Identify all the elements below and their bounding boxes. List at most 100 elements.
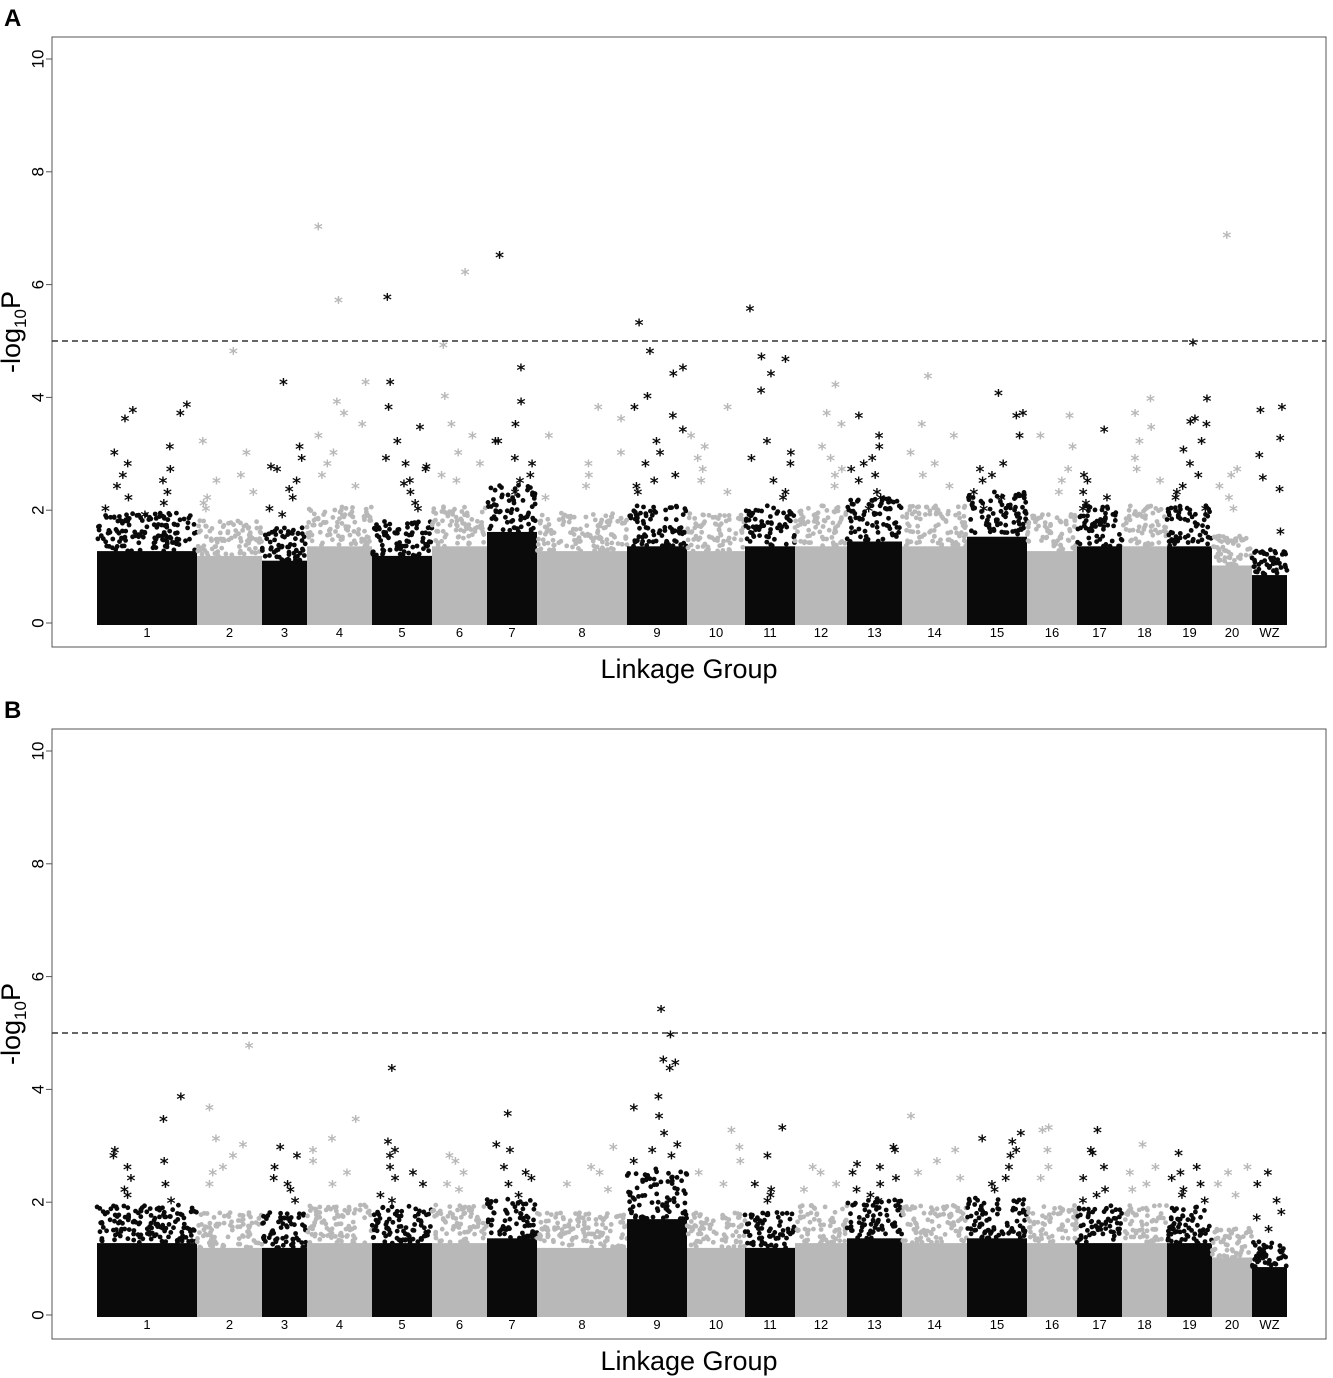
snp-point [387, 547, 393, 553]
snp-point: * [454, 1183, 463, 1203]
snp-point [337, 516, 342, 521]
snp-point [669, 505, 674, 510]
snp-point: * [595, 1166, 604, 1186]
snp-point [736, 1233, 742, 1239]
snp-point [1021, 1197, 1027, 1202]
snp-point [894, 498, 900, 504]
snp-point [774, 511, 780, 516]
snp-point [912, 1205, 918, 1211]
snp-point: * [587, 1160, 596, 1180]
snp-point: * [875, 1160, 884, 1180]
snp-point [1210, 1240, 1216, 1246]
snp-point [280, 1242, 286, 1248]
snp-point [698, 1239, 703, 1245]
y-tick-label: 4 [29, 1085, 48, 1094]
snp-point [1017, 1235, 1023, 1241]
snp-point: * [500, 1160, 509, 1180]
snp-point [514, 507, 520, 512]
snp-point [377, 1216, 383, 1221]
snp-point: * [1229, 502, 1238, 522]
snp-point [726, 1245, 732, 1251]
snp-point [1116, 1230, 1122, 1235]
snp-point [991, 526, 997, 532]
snp-point: * [1224, 491, 1233, 511]
snp-point [589, 1239, 594, 1245]
snp-point [730, 1222, 736, 1228]
snp-point: * [837, 418, 846, 438]
snp-point: * [288, 491, 297, 511]
snp-point [492, 487, 498, 493]
snp-point [816, 1218, 822, 1223]
snp-point: * [853, 1158, 862, 1178]
snp-point [1086, 504, 1091, 510]
snp-point [931, 528, 937, 533]
snp-point [987, 506, 993, 512]
x-group-label: 7 [508, 1317, 515, 1332]
snp-point [1022, 509, 1028, 515]
snp-point [532, 1202, 538, 1207]
snp-point [1189, 1212, 1194, 1218]
snp-point: * [278, 508, 287, 528]
snp-point [732, 1210, 738, 1216]
snp-point [793, 518, 799, 524]
snp-point [1283, 1254, 1288, 1260]
snp-point: * [1128, 1183, 1137, 1203]
snp-point [243, 522, 249, 528]
snp-point [692, 516, 698, 521]
snp-point: * [267, 460, 276, 480]
snp-point [203, 534, 209, 539]
snp-point [233, 533, 238, 539]
snp-point [794, 1227, 800, 1232]
snp-point [380, 547, 386, 552]
snp-point [1177, 503, 1183, 509]
bulk-block-18 [1122, 546, 1167, 625]
snp-point [663, 516, 669, 522]
snp-point [741, 1233, 747, 1239]
snp-point [569, 1242, 575, 1247]
snp-point [721, 538, 726, 544]
snp-point [219, 545, 225, 551]
snp-point [370, 1235, 376, 1240]
snp-point [1134, 540, 1140, 546]
snp-point [311, 511, 317, 517]
snp-point [268, 546, 274, 552]
snp-point: * [750, 1177, 759, 1197]
snp-point [530, 525, 536, 531]
snp-point [683, 1171, 689, 1176]
snp-point [966, 492, 972, 498]
snp-point: * [495, 248, 504, 268]
snp-point: * [1178, 480, 1187, 500]
snp-point [445, 1213, 451, 1219]
snp-point [1026, 1210, 1031, 1215]
bulk-block-16 [1027, 1243, 1077, 1317]
snp-point [957, 515, 962, 521]
snp-point [307, 1225, 313, 1231]
snp-point: * [698, 463, 707, 483]
snp-point [917, 535, 922, 540]
snp-point [469, 532, 475, 538]
bulk-block-5 [372, 1243, 432, 1317]
snp-point [458, 1221, 464, 1227]
snp-point [568, 513, 573, 519]
snp-point: * [837, 463, 846, 483]
snp-point [111, 1227, 116, 1233]
snp-point [453, 514, 459, 520]
snp-point [237, 1241, 243, 1247]
snp-point [299, 525, 305, 531]
snp-point [423, 530, 428, 536]
snp-point [157, 514, 162, 519]
snp-point [932, 533, 937, 539]
snp-point [125, 1236, 131, 1242]
snp-point [787, 1216, 793, 1222]
snp-point [1143, 1205, 1149, 1211]
snp-point [1151, 1203, 1157, 1209]
snp-point: * [492, 1138, 501, 1158]
snp-point [414, 543, 420, 549]
snp-point [739, 1222, 744, 1228]
snp-point [829, 535, 835, 540]
x-group-label: 2 [226, 1317, 233, 1332]
snp-point [342, 1207, 348, 1213]
snp-point [1275, 557, 1281, 562]
snp-point: * [384, 401, 393, 421]
snp-point [560, 1241, 565, 1246]
